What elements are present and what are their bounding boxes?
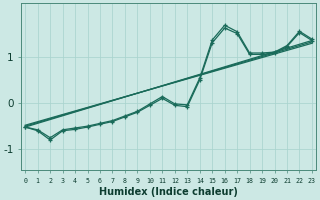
X-axis label: Humidex (Indice chaleur): Humidex (Indice chaleur) <box>99 187 238 197</box>
